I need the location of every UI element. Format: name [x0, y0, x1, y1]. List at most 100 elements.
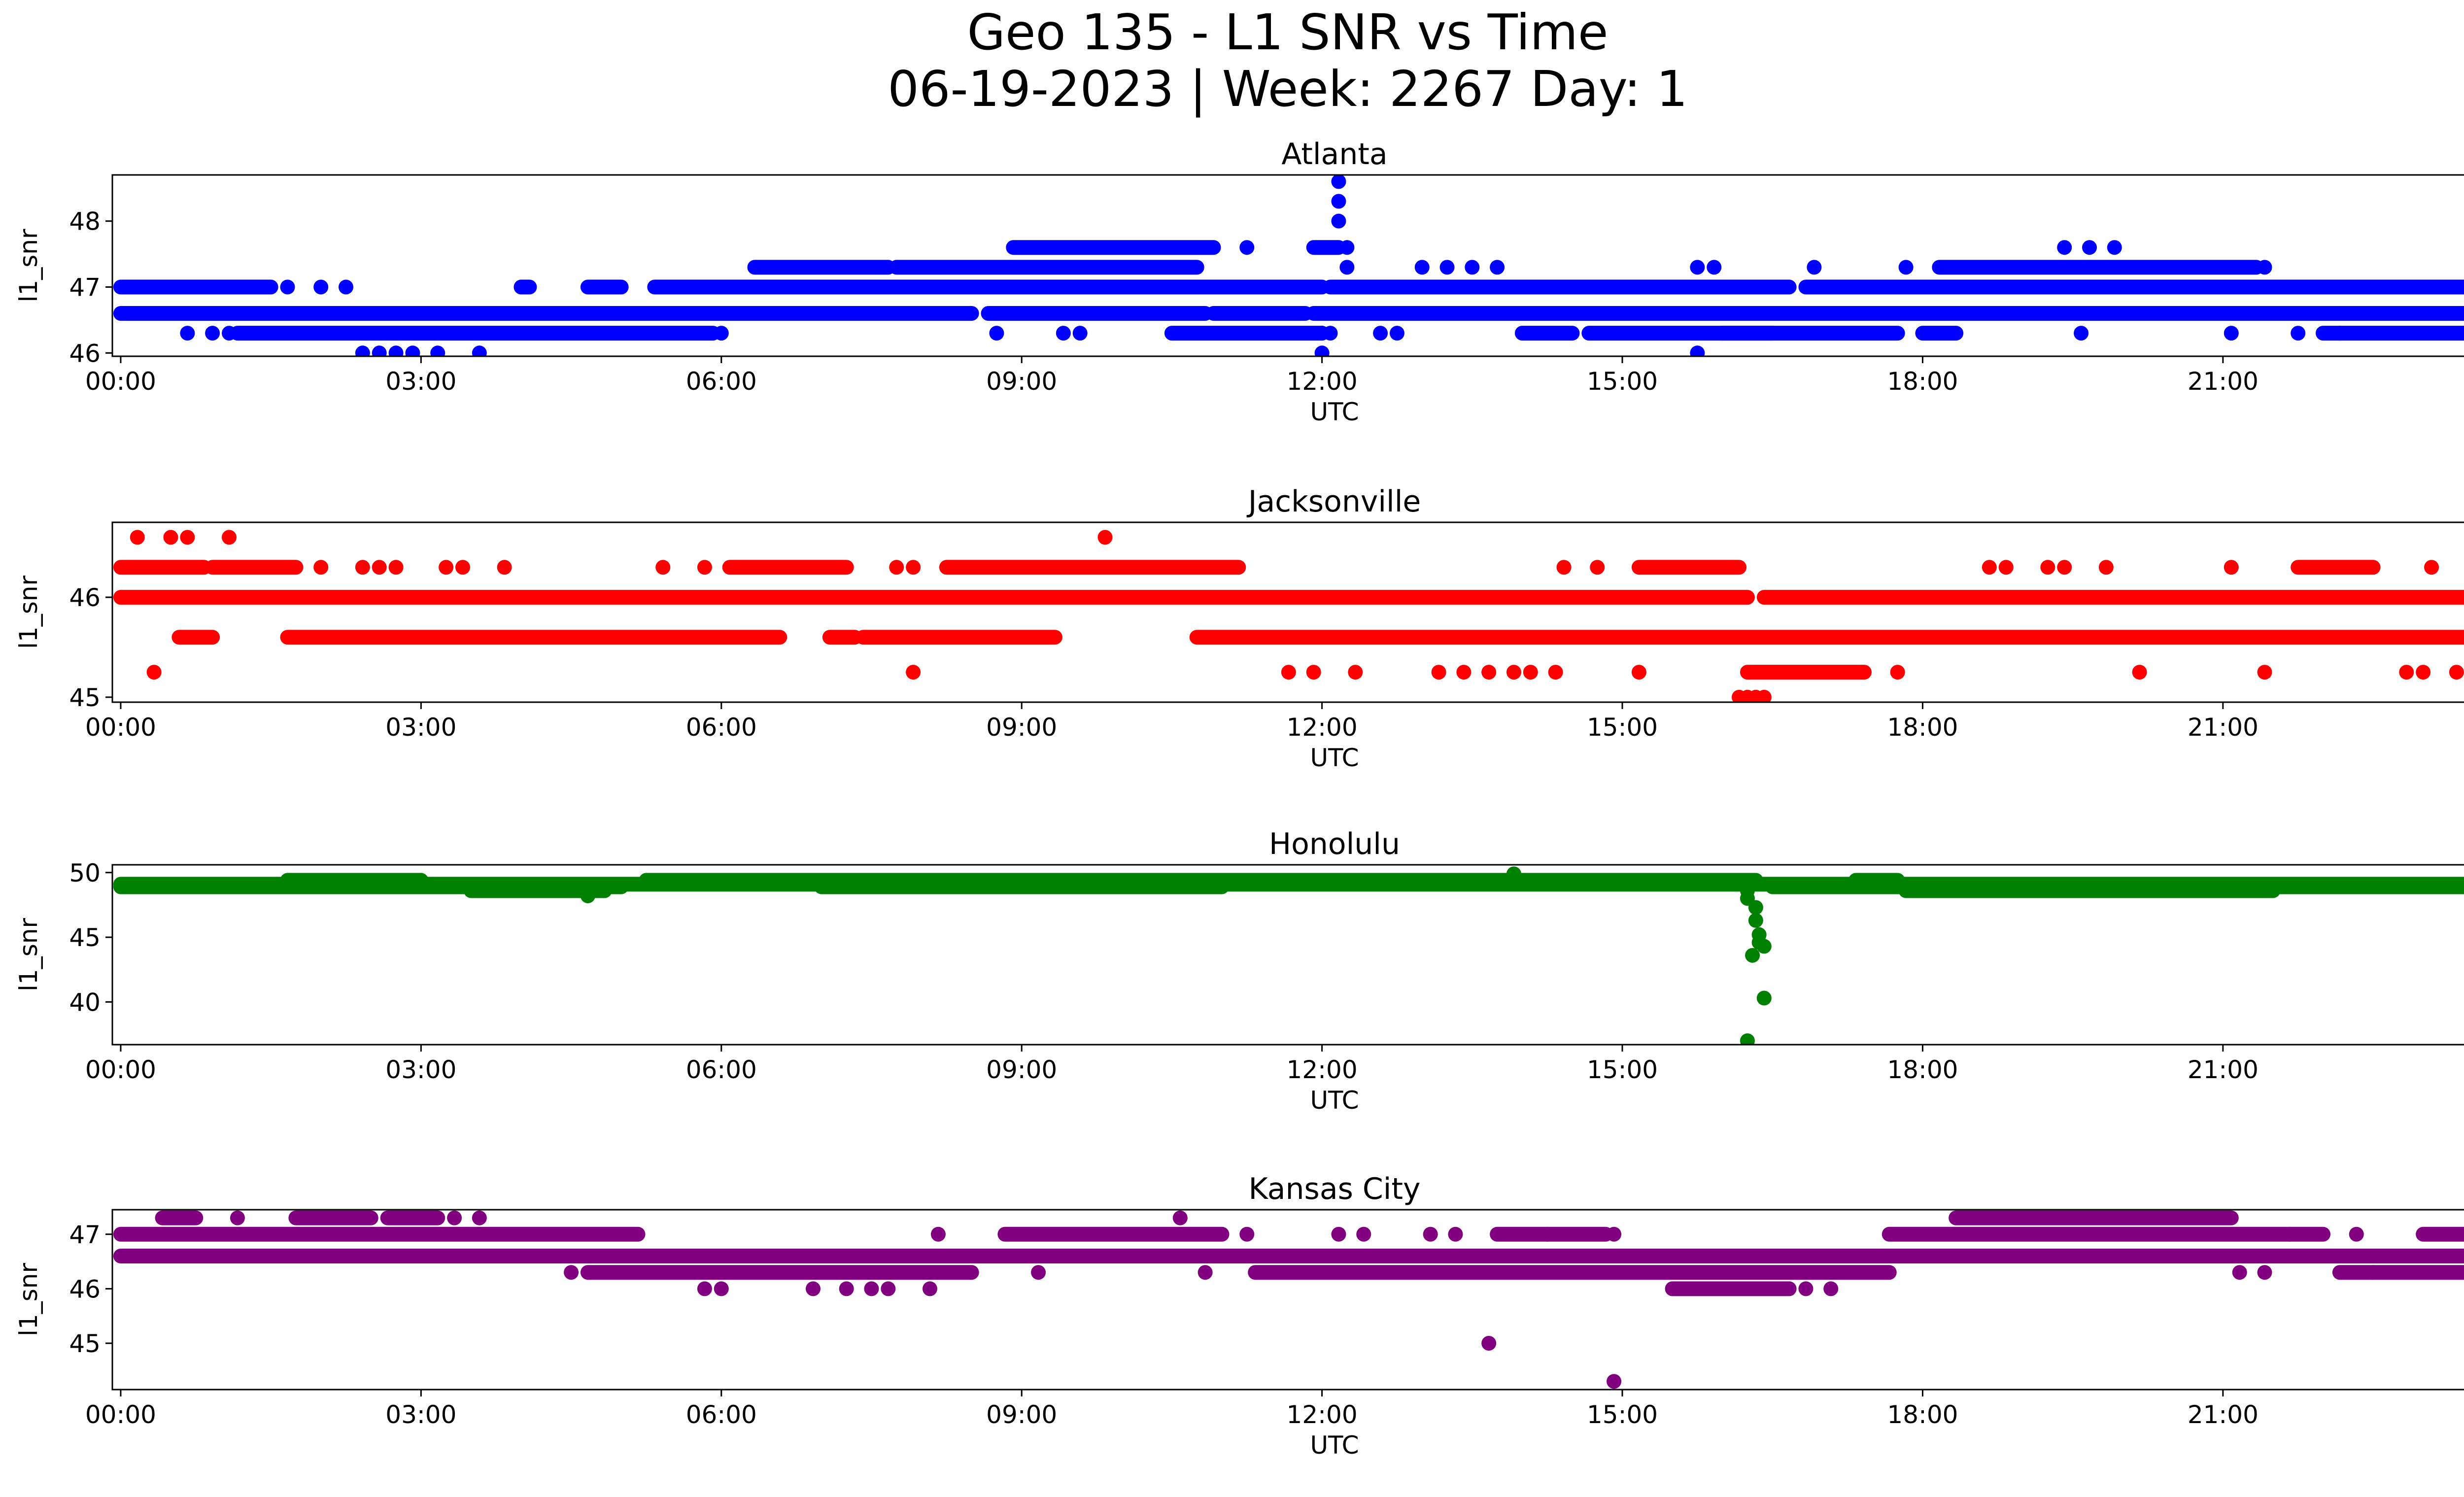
y-axis-label: l1_snr	[14, 576, 43, 649]
y-tick-label: 40	[69, 988, 101, 1017]
data-point	[2399, 665, 2414, 680]
data-point	[372, 560, 387, 575]
data-point	[2449, 665, 2464, 680]
data-point	[1031, 1265, 1046, 1280]
data-point	[313, 279, 329, 295]
x-tick-label: 03:00	[385, 713, 456, 742]
data-point	[1356, 1226, 1371, 1242]
data-point	[1481, 665, 1497, 680]
data-point	[1423, 1226, 1438, 1242]
x-tick-label: 12:00	[1287, 367, 1358, 396]
data-point	[1198, 1265, 1213, 1280]
x-tick-label: 21:00	[2188, 1400, 2259, 1429]
data-point	[1998, 560, 2014, 575]
data-point	[388, 560, 404, 575]
y-tick-label: 47	[69, 1221, 101, 1249]
x-tick-label: 06:00	[686, 367, 757, 396]
data-point	[130, 530, 145, 545]
data-point	[1414, 260, 1430, 275]
data-point	[1607, 1374, 1622, 1389]
data-point	[1506, 665, 1521, 680]
x-tick-label: 18:00	[1887, 367, 1958, 396]
data-point	[1898, 260, 1914, 275]
data-point	[714, 326, 729, 341]
data-point	[280, 279, 295, 295]
x-tick-label: 00:00	[85, 1400, 156, 1429]
data-point	[1323, 326, 1338, 341]
data-point	[1331, 175, 1346, 189]
data-point	[1590, 560, 1605, 575]
data-point	[2416, 665, 2431, 680]
data-point	[221, 326, 237, 341]
data-point	[1314, 345, 1330, 356]
data-point	[430, 345, 445, 356]
data-point	[580, 888, 595, 904]
data-point	[2257, 260, 2272, 275]
data-point	[889, 560, 904, 575]
data-point	[2057, 560, 2072, 575]
data-point	[2040, 560, 2055, 575]
x-tick-label: 21:00	[2188, 713, 2259, 742]
y-axis-label: l1_snr	[14, 1263, 43, 1336]
series-points	[113, 866, 2464, 1045]
data-point	[1214, 279, 1230, 295]
data-point	[1523, 665, 1538, 680]
data-point	[2282, 1226, 2297, 1242]
data-point	[472, 345, 487, 356]
x-tick-label: 03:00	[385, 1055, 456, 1084]
data-point	[455, 560, 470, 575]
data-point	[1306, 665, 1321, 680]
data-point	[447, 1210, 462, 1225]
data-point	[2224, 326, 2239, 341]
data-point	[1331, 1226, 1346, 1242]
data-point	[1807, 260, 1822, 275]
x-tick-label: 15:00	[1587, 713, 1658, 742]
axes-frame	[111, 174, 2464, 357]
data-point	[1506, 866, 1521, 882]
data-point	[338, 279, 353, 295]
y-tick-label: 45	[69, 1329, 101, 1358]
y-axis-label: l1_snr	[14, 918, 43, 991]
data-point	[1239, 240, 1255, 255]
subplot-title: Atlanta	[1281, 137, 1387, 171]
y-axis-label: l1_snr	[14, 229, 43, 302]
data-point	[697, 1281, 712, 1296]
axes-frame	[111, 864, 2464, 1046]
data-point	[1448, 1226, 1463, 1242]
data-point	[564, 1265, 579, 1280]
x-tick-label: 09:00	[986, 713, 1057, 742]
data-point	[1982, 560, 1997, 575]
data-point	[2257, 665, 2272, 680]
subplot-honolulu: Honolulu 00:00 03:00 06:00 09:00 12:00 15:00 18…	[14, 827, 2464, 1115]
data-point	[989, 326, 1004, 341]
x-tick-label: 12:00	[1287, 713, 1358, 742]
data-point	[163, 530, 178, 545]
data-point	[1331, 194, 1346, 209]
x-tick-label: 09:00	[986, 1055, 1057, 1084]
data-point	[1465, 260, 1480, 275]
data-point	[864, 1281, 879, 1296]
data-point	[1072, 326, 1088, 341]
series-points	[113, 530, 2464, 702]
data-point	[906, 560, 921, 575]
subplot-title: Jacksonville	[1246, 484, 1421, 519]
data-point	[1607, 1226, 1622, 1242]
data-point	[839, 1281, 854, 1296]
y-tick-label: 48	[69, 207, 101, 236]
data-point	[1756, 990, 1772, 1006]
x-axis-label: UTC	[1310, 1431, 1359, 1460]
data-point	[2132, 665, 2147, 680]
y-tick-label: 46	[69, 583, 101, 612]
data-point	[313, 560, 329, 575]
data-point	[1172, 1210, 1188, 1225]
x-tick-label: 21:00	[2188, 367, 2259, 396]
x-tick-label: 06:00	[686, 713, 757, 742]
data-point	[805, 1281, 821, 1296]
data-point	[1239, 1226, 1255, 1242]
data-point	[1631, 665, 1646, 680]
data-point	[1339, 240, 1355, 255]
data-point	[1097, 530, 1113, 545]
x-tick-label: 18:00	[1887, 713, 1958, 742]
data-point	[472, 1210, 487, 1225]
